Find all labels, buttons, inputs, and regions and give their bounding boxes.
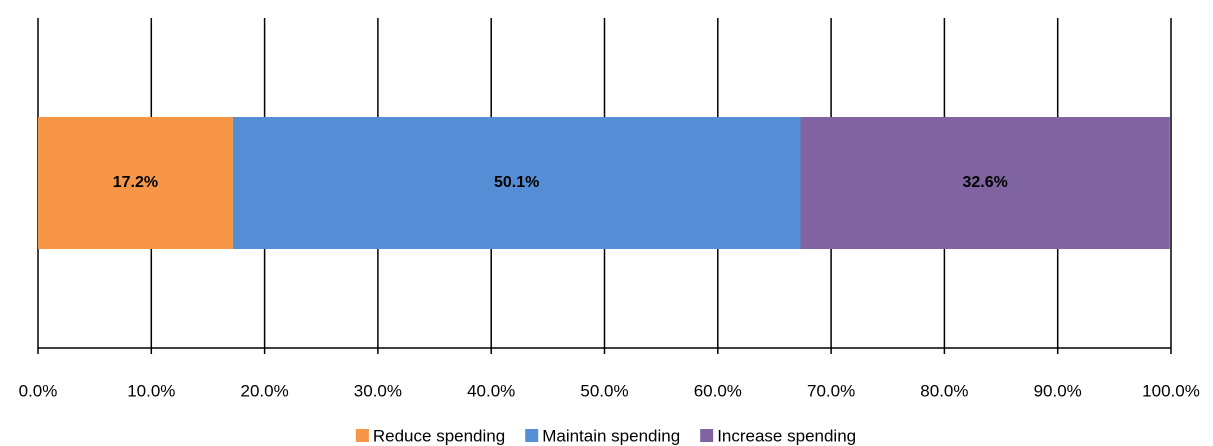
x-tick-label: 20.0%	[240, 381, 288, 400]
bar-segment	[800, 117, 1170, 249]
data-label: 17.2%	[113, 174, 158, 191]
x-tick-label: 80.0%	[920, 381, 968, 400]
legend-label: Maintain spending	[542, 426, 680, 445]
bar-segment	[232, 117, 801, 249]
legend-swatch	[525, 429, 539, 442]
x-tick-label: 10.0%	[127, 381, 175, 400]
data-label: 32.6%	[963, 174, 1008, 191]
x-tick-label: 0.0%	[19, 381, 58, 400]
x-tick-label: 70.0%	[807, 381, 855, 400]
legend-label: Increase spending	[717, 426, 856, 445]
legend-label: Reduce spending	[373, 426, 505, 445]
x-tick-label: 40.0%	[467, 381, 515, 400]
bar-segment	[38, 117, 233, 249]
x-tick-label: 90.0%	[1034, 381, 1082, 400]
x-tick-label: 30.0%	[354, 381, 402, 400]
x-tick-label: 60.0%	[694, 381, 742, 400]
legend-swatch	[700, 429, 714, 442]
legend-swatch	[355, 429, 369, 442]
x-tick-label: 50.0%	[580, 381, 628, 400]
data-label: 50.1%	[494, 174, 539, 191]
x-tick-label: 100.0%	[1142, 381, 1200, 400]
